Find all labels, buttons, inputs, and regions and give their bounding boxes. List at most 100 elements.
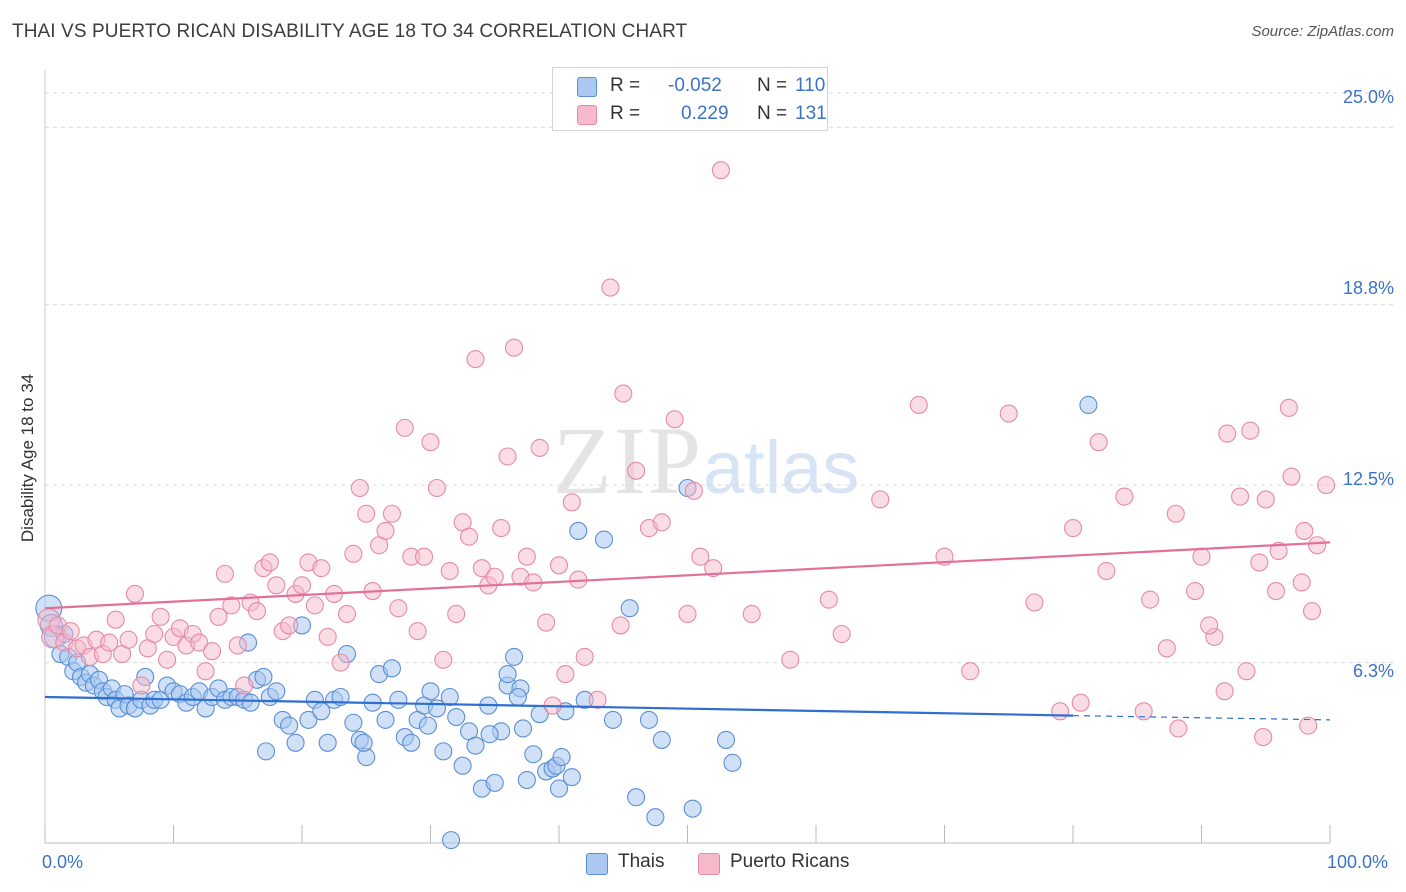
puerto-rican-point [119, 630, 138, 649]
thai-point [562, 768, 581, 787]
puerto-rican-point [819, 590, 838, 609]
puerto-rican-point [530, 438, 549, 457]
puerto-rican-point [1192, 547, 1211, 566]
puerto-rican-point [684, 481, 703, 500]
puerto-rican-point [1292, 573, 1311, 592]
y-tick-label: 12.5% [1342, 469, 1394, 489]
puerto-rican-point [627, 461, 646, 480]
puerto-rican-point [517, 547, 536, 566]
trend-layer [44, 541, 1331, 721]
thai-point [513, 719, 533, 738]
thai-point [603, 710, 623, 729]
thai-point [508, 687, 527, 707]
puerto-rican-point [1250, 553, 1269, 572]
puerto-rican-point [447, 604, 466, 624]
source-label: Source: ZipAtlas.com [1251, 23, 1394, 40]
puerto-rican-point [145, 624, 164, 644]
puerto-rican-point [614, 384, 633, 403]
puerto-rican-point [742, 604, 761, 624]
puerto-rican-point [1169, 719, 1188, 738]
puerto-rican-point [350, 478, 369, 498]
puerto-rican-point [1266, 582, 1286, 601]
puerto-rican-point [267, 576, 286, 595]
y-tick-label: 18.8% [1342, 278, 1394, 298]
legend-r-label: R = [610, 103, 641, 124]
bottom-legend-label-puerto-rican: Puerto Ricans [730, 851, 850, 872]
puerto-rican-point [1241, 421, 1260, 440]
thai-point [344, 713, 363, 732]
puerto-rican-point [228, 636, 247, 655]
puerto-rican-point [415, 547, 434, 566]
puerto-rican-point [652, 513, 671, 532]
thai-point [299, 710, 318, 729]
thai-point [354, 733, 373, 752]
thai-point [421, 682, 440, 701]
axis-layer [44, 70, 1331, 844]
puerto-rican-point [781, 650, 800, 669]
thai-point [434, 742, 453, 761]
puerto-rican-point [408, 622, 427, 641]
puerto-rican-point [711, 161, 730, 180]
puerto-rican-point [357, 504, 376, 523]
puerto-rican-point [485, 567, 504, 586]
thai-trend-extension [1072, 714, 1331, 721]
puerto-rican-point [472, 559, 491, 578]
puerto-rican-point [466, 350, 485, 369]
thai-points [35, 395, 1098, 850]
puerto-rican-point [871, 490, 890, 509]
thai-point [389, 690, 408, 709]
thai-point [286, 733, 305, 752]
puerto-rican-point [1166, 504, 1185, 523]
thai-point [723, 753, 742, 772]
puerto-rican-point [1231, 487, 1250, 506]
thai-point [241, 693, 260, 712]
thai-point [376, 710, 395, 729]
thai-point [683, 799, 702, 818]
puerto-rican-point [1157, 639, 1176, 658]
puerto-rican-point [434, 650, 453, 669]
thai-point [716, 730, 736, 749]
thai-point [524, 745, 543, 764]
puerto-rican-point [235, 676, 254, 695]
puerto-rican-point [459, 527, 479, 546]
puerto-rican-point [556, 665, 575, 684]
puerto-rican-point [1186, 582, 1205, 601]
legend-n-value: 110 [795, 75, 826, 96]
legend-r-label: R = [610, 75, 641, 96]
puerto-rican-point [1256, 490, 1275, 509]
puerto-rican-point [1215, 682, 1234, 701]
puerto-rican-point [1308, 536, 1327, 555]
puerto-rican-point [318, 627, 337, 646]
puerto-rican-point [1063, 519, 1083, 538]
puerto-rican-point [1302, 602, 1322, 621]
puerto-rican-point [1089, 433, 1108, 452]
puerto-rican-points [37, 161, 1336, 747]
puerto-rican-point [337, 604, 357, 624]
puerto-rican-point [125, 584, 144, 603]
puerto-rican-point [909, 395, 928, 415]
puerto-rican-point [504, 338, 524, 357]
chart-title: THAI VS PUERTO RICAN DISABILITY AGE 18 T… [12, 21, 688, 42]
bottom-legend-swatch-puerto-rican [698, 853, 720, 875]
puerto-rican-point [1237, 662, 1256, 681]
legend-swatch-thai [577, 77, 597, 97]
puerto-rican-point [440, 561, 459, 581]
thai-point [318, 733, 337, 752]
puerto-rican-point [549, 556, 569, 575]
thai-point [549, 779, 569, 798]
puerto-rican-point [665, 410, 684, 429]
puerto-rican-point [1134, 702, 1153, 721]
y-axis-label: Disability Age 18 to 34 [18, 373, 37, 543]
puerto-rican-point [678, 604, 697, 624]
puerto-rican-point [1279, 398, 1298, 417]
puerto-rican-point [1051, 702, 1070, 721]
puerto-rican-point [1282, 467, 1301, 486]
thai-point [620, 599, 639, 618]
puerto-rican-point [492, 519, 511, 538]
puerto-rican-point [999, 404, 1018, 423]
puerto-rican-point [389, 599, 408, 618]
puerto-rican-point [312, 559, 331, 578]
watermark-atlas: atlas [703, 426, 860, 509]
puerto-rican-point [151, 607, 170, 626]
thai-point [440, 687, 459, 707]
